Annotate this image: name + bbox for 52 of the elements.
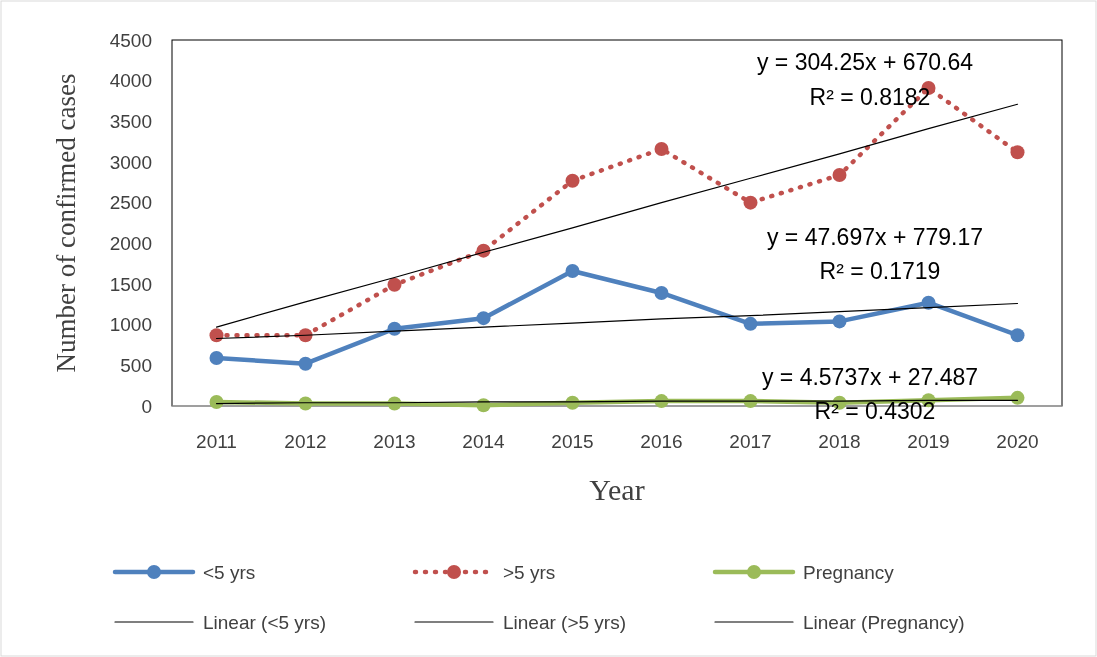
x-tick-label: 2011: [196, 431, 237, 452]
point: [476, 311, 491, 326]
y-tick-label: 1000: [109, 314, 152, 336]
x-tick-label: 2016: [640, 431, 683, 452]
point: [565, 173, 580, 188]
point: [209, 394, 224, 409]
point: [654, 141, 669, 156]
legend-label: >5 yrs: [503, 561, 556, 583]
x-tick-label: 2019: [907, 431, 950, 452]
annotation: R² = 0.1719: [819, 258, 941, 284]
y-tick-label: 1500: [109, 273, 152, 295]
y-tick-label: 2000: [109, 232, 152, 254]
legend-label: Linear (>5 yrs): [503, 611, 627, 633]
point: [743, 195, 758, 210]
y-tick-label: 3000: [109, 151, 152, 173]
x-tick-label: 2013: [373, 431, 416, 452]
y-tick-label: 4000: [109, 70, 152, 92]
legend-label: Linear (Pregnancy): [803, 611, 965, 633]
point: [565, 263, 580, 278]
y-tick-label: 4500: [109, 29, 152, 51]
point: [1010, 145, 1025, 160]
point: [832, 168, 847, 183]
point: [654, 285, 669, 300]
y-tick-label: 2500: [109, 192, 152, 214]
y-tick-label: 500: [120, 354, 152, 376]
annotation: R² = 0.4302: [814, 398, 936, 424]
point: [298, 356, 313, 371]
x-tick-label: 2014: [462, 431, 506, 452]
legend-label: Pregnancy: [803, 561, 895, 583]
point: [387, 277, 402, 292]
y-tick-label: 0: [141, 395, 152, 417]
x-tick-label: 2018: [818, 431, 861, 452]
x-tick-label: 2012: [284, 431, 327, 452]
x-tick-label: 2015: [551, 431, 594, 452]
point: [209, 351, 224, 366]
point: [1010, 390, 1025, 405]
legend-label: Linear (<5 yrs): [203, 611, 327, 633]
x-tick-label: 2017: [729, 431, 772, 452]
annotation: R² = 0.8182: [809, 84, 931, 110]
point: [1010, 328, 1025, 343]
y-tick-label: 3500: [109, 110, 152, 132]
point: [209, 328, 224, 343]
x-axis-title: Year: [589, 473, 645, 506]
point: [743, 316, 758, 331]
point: [832, 314, 847, 329]
legend-label: <5 yrs: [203, 561, 256, 583]
annotation: y = 47.697x + 779.17: [766, 224, 984, 250]
point: [921, 295, 936, 310]
y-axis-title: Number of confirmed cases: [51, 73, 81, 373]
annotation: y = 4.5737x + 27.487: [761, 364, 979, 390]
x-tick-label: 2020: [996, 431, 1039, 452]
annotation: y = 304.25x + 670.64: [756, 49, 974, 75]
